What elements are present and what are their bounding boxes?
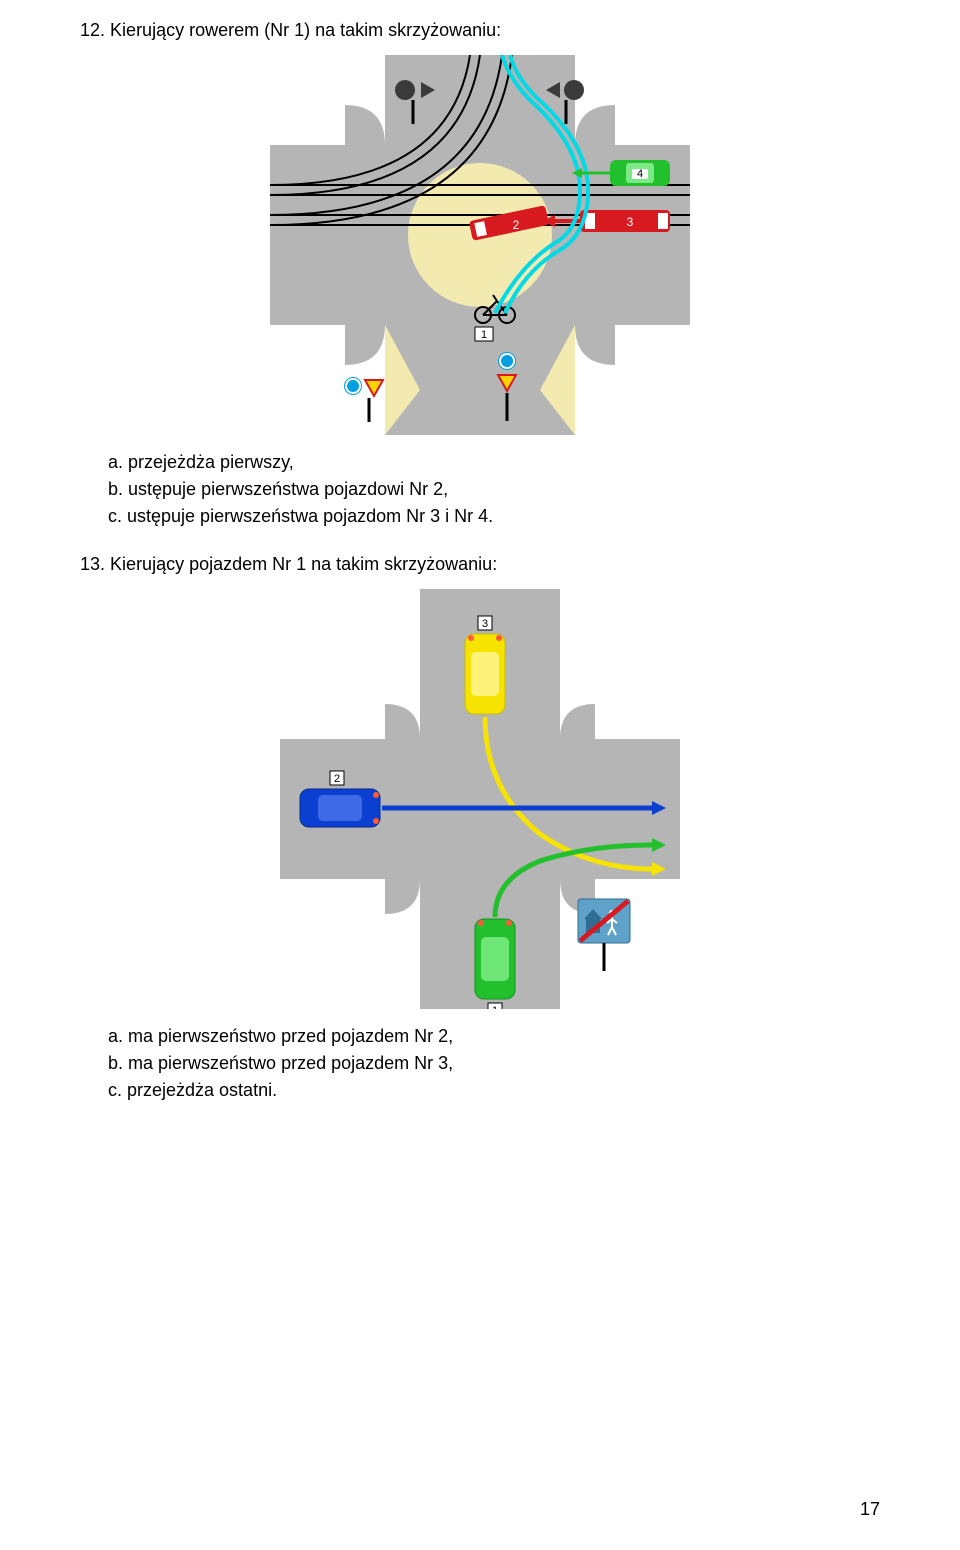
label-2: 2 (513, 218, 520, 232)
q13-answers: a. ma pierwszeństwo przed pojazdem Nr 2,… (108, 1023, 880, 1104)
q13-text-content: Kierujący pojazdem Nr 1 na takim skrzyżo… (110, 554, 497, 574)
q13-answer-b: b. ma pierwszeństwo przed pojazdem Nr 3, (108, 1050, 880, 1077)
q13-number: 13. (80, 554, 105, 574)
q12-text: 12. Kierujący rowerem (Nr 1) na takim sk… (80, 20, 880, 41)
intersection-diagram-svg: 3 2 1 (280, 589, 680, 1009)
label-3: 3 (627, 215, 634, 229)
q13-answer-a: a. ma pierwszeństwo przed pojazdem Nr 2, (108, 1023, 880, 1050)
q13-diagram: 3 2 1 (80, 589, 880, 1009)
q12-answer-b: b. ustępuje pierwszeństwa pojazdowi Nr 2… (108, 476, 880, 503)
label-1: 1 (481, 329, 487, 341)
q12-answers: a. przejeżdża pierwszy, b. ustępuje pier… (108, 449, 880, 530)
label-1: 1 (492, 1005, 498, 1009)
q13-text: 13. Kierujący pojazdem Nr 1 na takim skr… (80, 554, 880, 575)
q12-answer-c: c. ustępuje pierwszeństwa pojazdom Nr 3 … (108, 503, 880, 530)
q13-answer-c: c. przejeżdża ostatni. (108, 1077, 880, 1104)
q12-text-content: Kierujący rowerem (Nr 1) na takim skrzyż… (110, 20, 501, 40)
q12-number: 12. (80, 20, 105, 40)
label-4: 4 (637, 168, 643, 180)
q12-answer-a: a. przejeżdża pierwszy, (108, 449, 880, 476)
page-number: 17 (860, 1499, 880, 1520)
roundabout-diagram-svg: 2 3 4 1 (270, 55, 690, 435)
q12-diagram: 2 3 4 1 (80, 55, 880, 435)
label-2: 2 (334, 773, 340, 785)
label-3: 3 (482, 618, 488, 630)
